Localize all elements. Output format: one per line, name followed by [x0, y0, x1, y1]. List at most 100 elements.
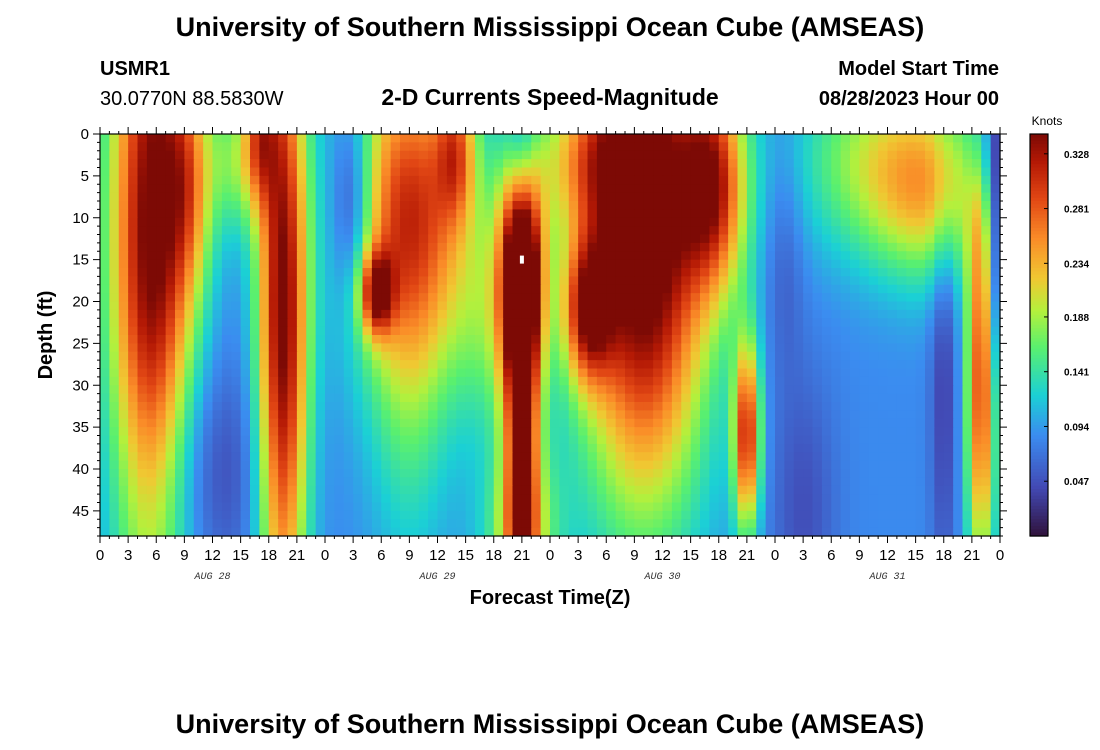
heatmap-cell — [887, 485, 898, 495]
heatmap-cell — [925, 142, 935, 152]
heatmap-cell — [128, 184, 139, 194]
heatmap-cell — [868, 527, 879, 537]
heatmap-cell — [568, 309, 579, 319]
heatmap-cell — [981, 251, 992, 261]
heatmap-cell — [259, 326, 270, 336]
heatmap-cell — [325, 301, 335, 311]
heatmap-cell — [428, 234, 439, 244]
heatmap-cell — [315, 368, 326, 378]
heatmap-cell — [503, 159, 514, 169]
heatmap-cell — [756, 201, 767, 210]
heatmap-cell — [390, 485, 401, 495]
heatmap-cell — [240, 376, 251, 386]
heatmap-cell — [203, 519, 214, 529]
heatmap-cell — [953, 502, 964, 512]
heatmap-cell — [437, 318, 448, 328]
heatmap-cell — [278, 251, 289, 261]
heatmap-cell — [943, 242, 954, 252]
heatmap-cell — [287, 159, 298, 169]
heatmap-cell — [212, 209, 223, 219]
heatmap-cell — [934, 427, 945, 437]
heatmap-cell — [390, 268, 401, 277]
heatmap-cell — [596, 284, 607, 294]
heatmap-cell — [887, 150, 898, 160]
heatmap-cell — [821, 192, 832, 202]
heatmap-cell — [540, 301, 551, 311]
heatmap-cell — [896, 251, 907, 261]
heatmap-cell — [962, 477, 973, 487]
heatmap-cell — [718, 494, 729, 504]
heatmap-cell — [465, 134, 476, 143]
heatmap-cell — [878, 376, 889, 386]
heatmap-cell — [503, 385, 514, 395]
heatmap-cell — [793, 368, 804, 378]
heatmap-cell — [437, 519, 448, 529]
heatmap-cell — [840, 452, 851, 462]
heatmap-cell — [653, 435, 664, 445]
heatmap-cell — [793, 318, 804, 328]
heatmap-cell — [681, 284, 692, 294]
heatmap-cell — [578, 343, 589, 353]
heatmap-cell — [240, 242, 251, 252]
heatmap-cell — [334, 502, 345, 512]
heatmap-cell — [109, 150, 120, 160]
heatmap-cell — [100, 494, 110, 504]
heatmap-cell — [887, 519, 898, 529]
heatmap-cell — [203, 142, 214, 152]
heatmap-cell — [896, 301, 907, 311]
heatmap-cell — [850, 326, 860, 336]
heatmap-cell — [184, 276, 195, 286]
heatmap-cell — [409, 376, 420, 386]
heatmap-cell — [634, 477, 645, 487]
heatmap-cell — [934, 276, 945, 286]
heatmap-cell — [915, 309, 926, 319]
heatmap-cell — [746, 284, 757, 294]
heatmap-cell — [906, 326, 917, 336]
heatmap-cell — [540, 251, 551, 261]
heatmap-cell — [812, 460, 823, 470]
heatmap-cell — [643, 276, 654, 286]
heatmap-cell — [925, 284, 935, 294]
heatmap-cell — [193, 460, 204, 470]
heatmap-cell — [540, 502, 551, 512]
heatmap-cell — [156, 192, 167, 202]
heatmap-cell — [250, 293, 260, 303]
colorbar-segment — [1030, 154, 1048, 159]
heatmap-cell — [681, 510, 692, 520]
heatmap-cell — [568, 268, 579, 277]
heatmap-cell — [934, 494, 945, 504]
heatmap-cell — [578, 192, 589, 202]
heatmap-cell — [840, 343, 851, 353]
heatmap-cell — [334, 368, 345, 378]
heatmap-cell — [709, 477, 720, 487]
heatmap-cell — [175, 268, 185, 277]
heatmap-cell — [812, 259, 823, 269]
heatmap-cell — [240, 259, 251, 269]
heatmap-cell — [334, 184, 345, 194]
heatmap-cell — [990, 494, 1001, 504]
heatmap-cell — [653, 301, 664, 311]
heatmap-cell — [990, 217, 1001, 227]
heatmap-cell — [250, 142, 260, 152]
heatmap-cell — [390, 335, 401, 344]
heatmap-cell — [803, 435, 814, 445]
heatmap-cell — [146, 134, 157, 143]
heatmap-cell — [156, 385, 167, 395]
heatmap-cell — [765, 284, 776, 294]
heatmap-cell — [625, 376, 635, 386]
heatmap-cell — [906, 134, 917, 143]
heatmap-cell — [146, 527, 157, 537]
heatmap-cell — [653, 519, 664, 529]
heatmap-cell — [418, 150, 429, 160]
heatmap-cell — [681, 410, 692, 420]
heatmap-cell — [118, 184, 129, 194]
heatmap-cell — [109, 519, 120, 529]
heatmap-cell — [306, 226, 317, 236]
heatmap-cell — [681, 469, 692, 478]
heatmap-cell — [531, 175, 542, 185]
heatmap-cell — [353, 452, 364, 462]
heatmap-cell — [625, 226, 635, 236]
heatmap-cell — [250, 217, 260, 227]
heatmap-cell — [175, 150, 185, 160]
heatmap-cell — [231, 435, 242, 445]
